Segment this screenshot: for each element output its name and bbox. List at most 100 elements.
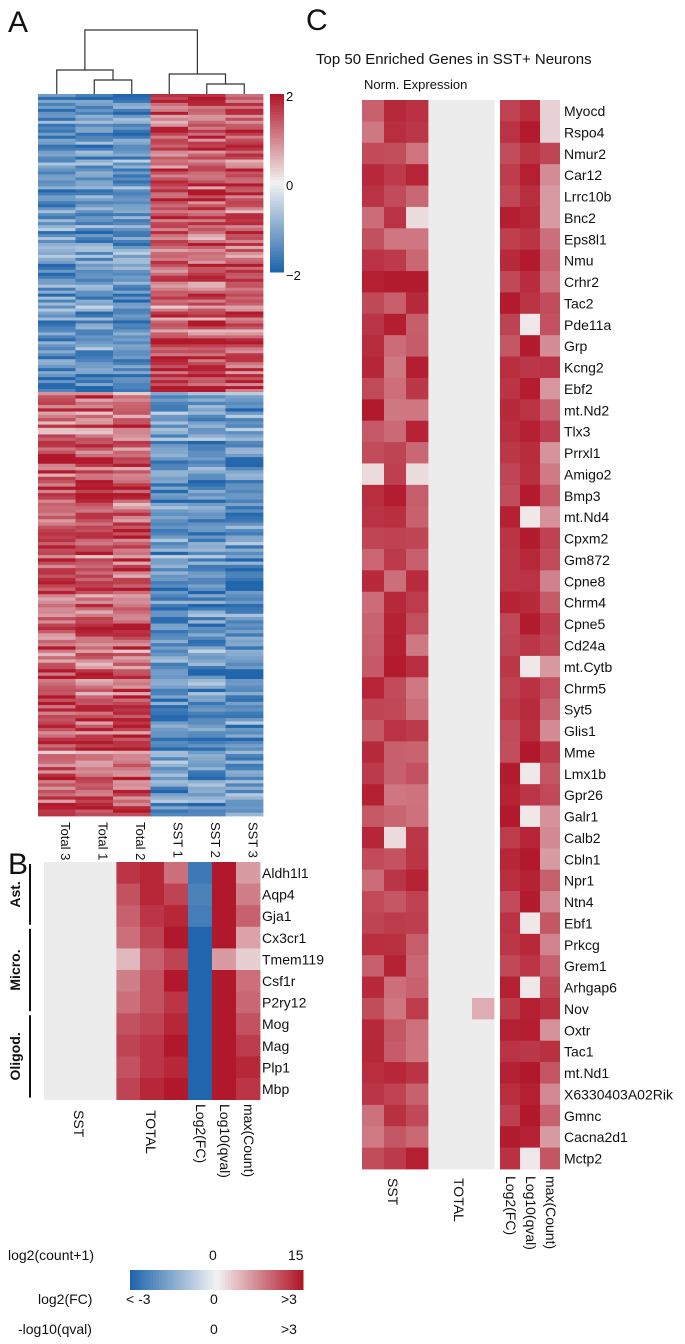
heatmap-c-sst-cell (384, 613, 407, 635)
heatmap-c-qval-cell (520, 976, 540, 999)
heatmap-a-upper-cell (75, 168, 114, 172)
heatmap-a-lower-cell (150, 659, 189, 664)
panel-b-heatmap: Aldh1l1Aqp4Gja1Cx3cr1Tmem119Csf1rP2ry12M… (7, 862, 324, 1178)
heatmap-a-lower-cell (75, 450, 114, 455)
heatmap-c-total-cell (450, 548, 473, 571)
heatmap-a-upper-cell (225, 263, 264, 268)
heatmap-b-sst-cell (92, 905, 117, 928)
heatmap-a-upper-cell (38, 189, 76, 193)
heatmap-a-upper-cell (150, 96, 189, 101)
legend-colorbar-segment (155, 1270, 160, 1290)
heatmap-c-log2fc-cell (500, 933, 520, 956)
heatmap-a-lower-cell (75, 633, 114, 638)
heatmap-c-sst-cell (384, 869, 407, 892)
heatmap-c-sst-cell (362, 912, 385, 935)
heatmap-a-lower-cell (75, 669, 114, 673)
heatmap-a-upper-cell (113, 248, 151, 253)
heatmap-a-lower-cell (38, 737, 76, 742)
heatmap-c-qval-cell (520, 613, 540, 635)
legend: log2(count+1) 0 15 log2(FC) < -3 0 >3 -l… (8, 1247, 304, 1337)
heatmap-a-lower-cell (188, 698, 226, 703)
heatmap-a-lower-cell (225, 506, 264, 510)
heatmap-b-maxcount-cell (236, 905, 261, 928)
heatmap-a-upper-cell (113, 162, 151, 166)
legend-fc-tick-mid: 0 (210, 1291, 218, 1307)
heatmap-c-total-cell (472, 1126, 495, 1149)
heatmap-a-upper-cell (113, 380, 151, 384)
heatmap-a-upper-cell (113, 201, 151, 205)
heatmap-a-upper-cell (38, 141, 76, 146)
heatmap-c-gene-label: Cpxm2 (564, 531, 609, 547)
heatmap-b-total-cell (164, 991, 189, 1014)
heatmap-a-upper-cell (188, 272, 226, 277)
heatmap-a-lower-cell (113, 584, 151, 589)
heatmap-a-lower-cell (75, 646, 114, 651)
heatmap-a-lower-cell (38, 643, 76, 647)
colorbar-a-segment (270, 96, 284, 101)
heatmap-a-lower-cell (150, 776, 189, 781)
heatmap-a-upper-cell (38, 234, 76, 238)
heatmap-c-log2fc-cell (500, 442, 520, 464)
heatmap-a-upper-cell (225, 380, 264, 384)
heatmap-a-lower-cell (75, 581, 114, 585)
heatmap-a-lower-cell (150, 724, 189, 729)
heatmap-a-lower-cell (150, 522, 189, 527)
heatmap-a-lower-cell (188, 571, 226, 576)
heatmap-a-upper-cell (150, 156, 189, 160)
legend-colorbar-segment (297, 1270, 301, 1290)
heatmap-a-lower-cell (113, 610, 151, 615)
heatmap-a-upper-cell (188, 296, 226, 301)
heatmap-a-upper-cell (113, 251, 151, 256)
heatmap-c-sst-cell (406, 228, 429, 251)
heatmap-c-log2fc-cell (500, 335, 520, 357)
heatmap-a-lower-cell (75, 617, 114, 621)
heatmap-a-upper-cell (225, 123, 264, 128)
heatmap-a-lower-cell (150, 587, 189, 592)
heatmap-a-upper-cell (75, 129, 114, 134)
heatmap-b-maxcount-cell (236, 1078, 261, 1100)
heatmap-a-lower-cell (113, 757, 151, 761)
colorbar-a-segment (270, 150, 284, 154)
heatmap-a-lower-cell (188, 639, 226, 644)
heatmap-c-gene-label: Bnc2 (564, 210, 596, 226)
heatmap-a-lower-cell (38, 555, 76, 559)
heatmap-a-lower-cell (38, 584, 76, 589)
heatmap-a-lower-cell (188, 809, 226, 814)
heatmap-a-lower-cell (75, 806, 114, 810)
heatmap-a-lower-cell (75, 639, 114, 644)
heatmap-a-upper-cell (225, 207, 264, 211)
heatmap-a-lower-cell (38, 515, 76, 520)
heatmap-a-lower-cell (188, 600, 226, 605)
heatmap-a-lower-cell (113, 747, 151, 752)
heatmap-a-lower-cell (225, 714, 264, 719)
heatmap-a-upper-cell (75, 278, 114, 283)
heatmap-a-lower-cell (150, 617, 189, 621)
heatmap-c-total-cell (450, 185, 473, 208)
heatmap-c-qval-cell (520, 912, 540, 935)
heatmap-a-upper-cell (38, 102, 76, 107)
heatmap-a-lower-cell (38, 437, 76, 442)
legend-colorbar-segment (179, 1270, 183, 1290)
heatmap-a-upper-cell (38, 323, 76, 327)
heatmap-a-lower-cell (113, 682, 151, 686)
heatmap-b-gene-label: Mbp (262, 1081, 289, 1097)
heatmap-a-upper-cell (113, 243, 151, 247)
heatmap-a-upper-cell (113, 135, 151, 140)
heatmap-a-upper-cell (75, 338, 114, 342)
heatmap-a-upper-cell (75, 263, 114, 268)
heatmap-a-upper-cell (38, 123, 76, 128)
heatmap-a-lower-cell (188, 405, 226, 409)
heatmap-a-upper-cell (150, 210, 189, 214)
heatmap-a-upper-cell (113, 311, 151, 315)
heatmap-a-lower-cell (113, 675, 151, 680)
legend-colorbar-segment (282, 1270, 287, 1290)
heatmap-a-lower-cell (188, 561, 226, 566)
heatmap-c-sst-cell (362, 548, 385, 571)
heatmap-c-sst-cell (384, 933, 407, 956)
heatmap-c-sst-cell (384, 826, 407, 849)
heatmap-a-lower-cell (75, 545, 114, 549)
heatmap-a-lower-cell (150, 682, 189, 686)
heatmap-a-upper-cell (150, 135, 189, 140)
heatmap-a-lower-cell (113, 770, 151, 774)
heatmap-b-qval-cell (212, 1056, 237, 1079)
